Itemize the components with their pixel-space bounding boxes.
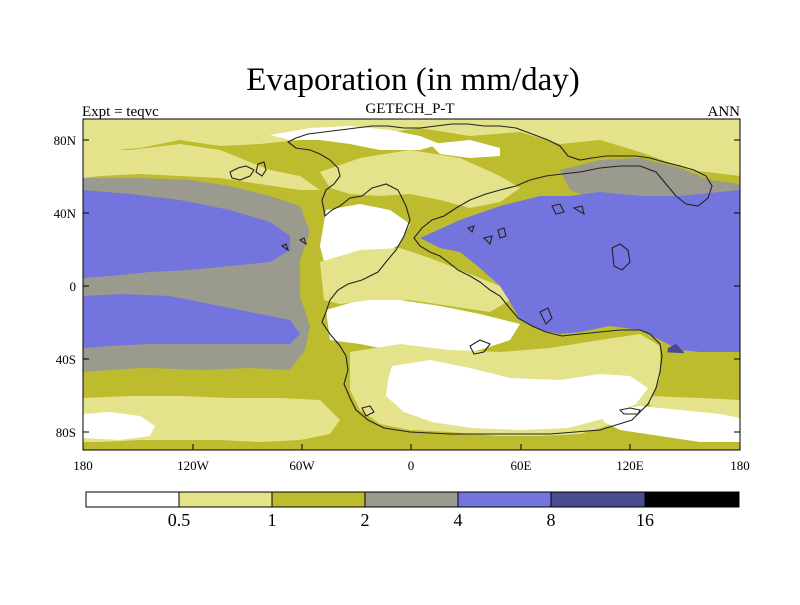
colorbar-label: 16: [636, 510, 654, 530]
island-tiny-1: [298, 237, 308, 246]
north-pacific-gray: [560, 158, 740, 200]
colorbar-swatch-6: [644, 491, 740, 508]
colorbar-swatch-1: [178, 491, 273, 508]
colorbar-swatch-0: [85, 491, 180, 508]
experiment-label: Expt = teqvc: [82, 104, 159, 120]
colorbar-swatch-5: [550, 491, 646, 508]
colorbar-label: 2: [361, 510, 370, 530]
lon-tick-label: 60E: [511, 458, 532, 473]
arctic-light-band: [83, 119, 740, 176]
island-south-small: [618, 407, 641, 415]
south-right-olive: [660, 352, 740, 398]
island-tiny-2: [280, 243, 290, 252]
lat-tick-label: 80S: [56, 425, 76, 440]
lat-tick-label: 40N: [54, 206, 77, 221]
northern-continent-light: [320, 150, 520, 208]
atlantic-blue-south: [83, 294, 300, 348]
colorbar-label: 8: [547, 510, 556, 530]
tick-marks: [82, 139, 741, 450]
lon-tick-label: 120W: [177, 458, 210, 473]
lat-tick-label: 40S: [56, 352, 76, 367]
map-title: Evaporation (in mm/day): [246, 62, 580, 98]
atlantic-blue-north: [83, 190, 290, 278]
colorbar-label: 4: [454, 510, 463, 530]
island-cluster-north-2: [255, 161, 267, 177]
island-north-small-2: [572, 205, 585, 216]
lon-tick-label: 0: [408, 458, 415, 473]
colorbar: [85, 491, 740, 508]
north-cap-white: [270, 126, 440, 150]
southern-interior-white-top: [386, 360, 648, 430]
island-cluster-north-1: [229, 165, 255, 181]
lon-tick-label: 180: [73, 458, 93, 473]
tropical-light-belt: [320, 248, 510, 312]
colorbar-swatch-4: [457, 491, 552, 508]
south-white-right: [600, 406, 740, 444]
island-north-small-1: [551, 203, 565, 215]
colorbar-label: 0.5: [168, 510, 191, 530]
island-east-1: [611, 243, 631, 271]
south-white-left: [83, 412, 155, 440]
eastern-ocean-blue: [420, 190, 740, 352]
island-sw-small: [361, 405, 375, 417]
south-continent-white: [326, 300, 520, 356]
colorbar-label: 1: [268, 510, 277, 530]
island-east-2: [539, 307, 553, 325]
map-subtitle: GETECH_P-T: [365, 101, 455, 117]
island-small-2: [482, 235, 493, 246]
lon-tick-label: 60W: [289, 458, 315, 473]
southern-olive-band: [83, 368, 330, 398]
island-small-1: [497, 227, 507, 239]
coastlines: [229, 123, 713, 435]
lon-tick-label: 120E: [616, 458, 644, 473]
evaporation-field: [83, 119, 740, 450]
lat-tick-label: 0: [70, 279, 77, 294]
season-label: ANN: [707, 104, 741, 120]
west-continent-coast: [286, 123, 713, 435]
island-south-1: [469, 339, 491, 355]
lat-tick-label: 80N: [54, 133, 77, 148]
island-small-3: [466, 225, 475, 234]
colorbar-swatch-2: [271, 491, 366, 508]
north-atlantic-light-band: [83, 144, 320, 190]
lon-tick-label: 180: [730, 458, 750, 473]
north-cap-white-2: [430, 140, 500, 158]
colorbar-swatch-3: [364, 491, 459, 508]
